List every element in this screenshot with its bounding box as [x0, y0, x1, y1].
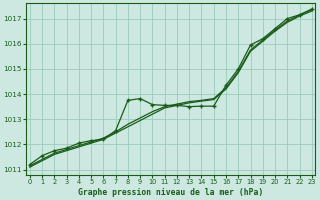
X-axis label: Graphe pression niveau de la mer (hPa): Graphe pression niveau de la mer (hPa) — [78, 188, 263, 197]
